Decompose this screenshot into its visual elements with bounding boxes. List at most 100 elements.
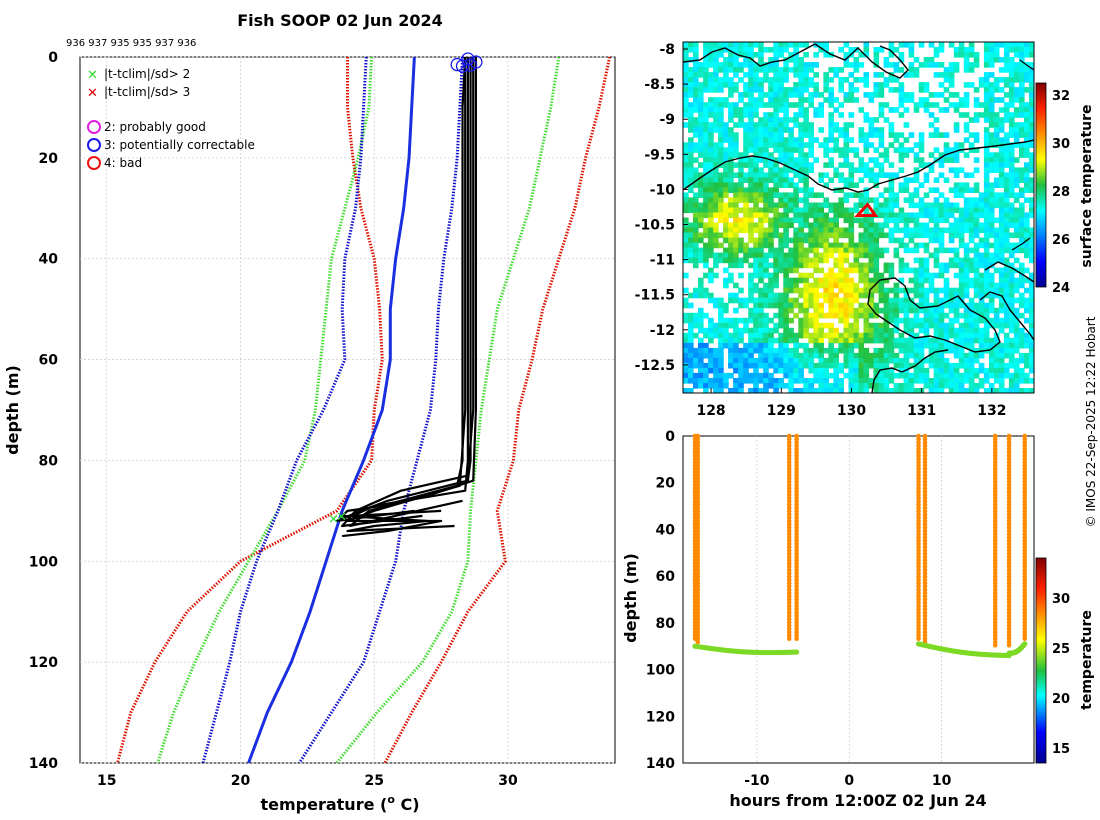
sst-cell xyxy=(853,337,860,344)
time-point xyxy=(1006,443,1012,449)
sst-cell xyxy=(838,147,844,153)
sst-cell xyxy=(903,227,910,234)
sst-cell xyxy=(923,342,930,349)
sst-cell xyxy=(928,92,935,98)
sst-cell xyxy=(988,297,995,304)
sst-cell xyxy=(778,152,784,158)
sst-cell xyxy=(778,378,784,384)
sst-cell xyxy=(998,202,1005,209)
time-point xyxy=(1006,472,1012,478)
sst-cell xyxy=(933,187,940,193)
sst-cell xyxy=(923,262,930,269)
sst-cell xyxy=(963,217,970,224)
sst-cell xyxy=(798,242,804,249)
sst-cell xyxy=(978,297,985,304)
sst-cell xyxy=(998,322,1005,329)
sst-cell xyxy=(743,132,749,138)
sst-cell xyxy=(768,122,774,128)
time-point xyxy=(992,623,998,628)
sst-cell xyxy=(768,357,774,364)
sst-cell xyxy=(973,317,980,324)
sst-cell xyxy=(698,97,704,103)
sst-cell xyxy=(748,157,754,163)
sst-cell xyxy=(963,337,970,344)
sst-cell xyxy=(763,142,769,148)
sst-cell xyxy=(943,277,950,284)
sst-cell xyxy=(1003,267,1010,274)
time-point xyxy=(1022,456,1028,462)
sst-cell xyxy=(733,57,739,63)
sst-cell xyxy=(753,327,759,334)
sst-cell xyxy=(853,352,860,359)
sst-cell xyxy=(718,337,724,344)
sst-cell xyxy=(788,167,794,173)
sst-cell xyxy=(878,137,885,143)
sst-cell xyxy=(978,82,985,88)
sst-cell xyxy=(808,82,814,88)
sst-cell xyxy=(923,202,930,209)
sst-cell xyxy=(698,252,704,259)
sst-cell xyxy=(958,302,965,309)
sst-cell xyxy=(778,92,784,98)
sst-cell xyxy=(783,207,789,214)
time-point xyxy=(992,495,998,501)
sst-cell xyxy=(983,222,990,229)
sst-cell xyxy=(923,287,930,294)
sst-cell xyxy=(948,297,955,304)
sst-cell xyxy=(773,172,779,178)
time-point xyxy=(922,620,928,625)
time-point xyxy=(786,544,792,550)
time-point xyxy=(1006,535,1012,540)
time-point xyxy=(695,564,701,570)
sst-cell xyxy=(1003,47,1010,53)
sst-cell xyxy=(688,227,694,234)
time-point xyxy=(992,443,998,449)
sst-cell xyxy=(703,162,709,168)
sst-cell xyxy=(948,347,955,354)
sst-cell xyxy=(903,262,910,269)
time-point xyxy=(794,636,799,642)
sst-cell xyxy=(688,42,694,48)
sst-cell xyxy=(773,52,779,58)
sst-cell xyxy=(803,237,809,244)
sst-cell xyxy=(853,383,860,389)
sst-cell xyxy=(893,47,900,53)
sst-cell xyxy=(723,122,729,128)
sst-cell xyxy=(718,147,724,153)
sst-cell xyxy=(868,157,875,163)
sst-cell xyxy=(918,232,925,239)
time-point xyxy=(992,607,998,612)
sst-cell xyxy=(983,262,990,269)
sst-cell xyxy=(938,322,945,329)
sst-cell xyxy=(753,297,759,304)
sst-cell xyxy=(888,347,895,354)
time-colorbar-tick-label: 20 xyxy=(1052,692,1070,707)
sst-cell xyxy=(828,247,834,254)
sst-cell xyxy=(938,383,945,389)
sst-cell xyxy=(838,312,844,319)
sst-cell xyxy=(998,117,1005,123)
sst-cell xyxy=(863,282,870,289)
sst-cell xyxy=(723,137,729,143)
sst-cell xyxy=(738,182,744,188)
sst-cell xyxy=(903,292,910,299)
time-point xyxy=(922,541,928,547)
sst-cell xyxy=(753,388,759,393)
sst-cell xyxy=(1024,147,1030,153)
sst-cell xyxy=(978,77,985,83)
sst-cell xyxy=(913,177,920,183)
sst-cell xyxy=(978,327,985,334)
sst-cell xyxy=(933,247,940,254)
sst-cell xyxy=(788,182,794,188)
sst-cell xyxy=(933,147,940,153)
sst-cell xyxy=(818,347,824,354)
sst-cell xyxy=(1024,52,1030,58)
sst-cell xyxy=(803,297,809,304)
time-point xyxy=(786,486,792,491)
sst-cell xyxy=(903,137,910,143)
sst-cell xyxy=(798,112,804,118)
sst-cell xyxy=(1008,127,1015,133)
time-point xyxy=(916,629,921,635)
time-point xyxy=(1022,584,1028,589)
